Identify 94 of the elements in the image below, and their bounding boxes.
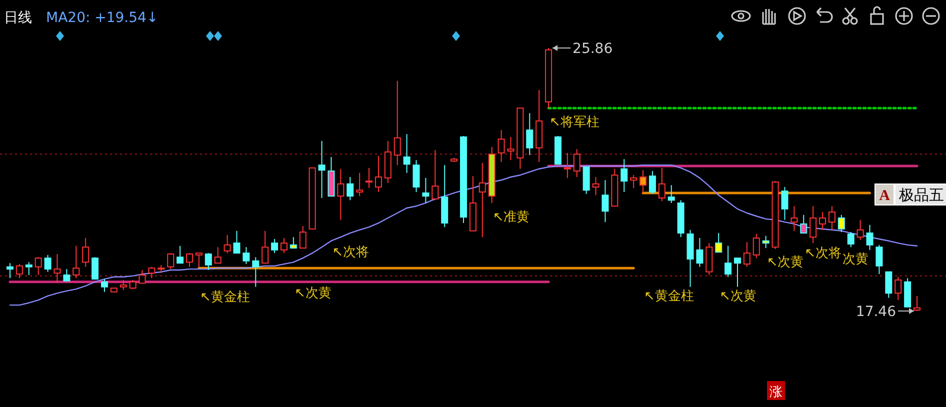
candlestick <box>167 252 174 270</box>
chart-subtitle: MA20: +19.54↓ <box>46 10 158 26</box>
candlestick <box>54 254 61 284</box>
candlestick <box>394 80 401 166</box>
candlestick <box>120 280 127 291</box>
candlestick <box>176 245 184 264</box>
candlestick <box>856 219 864 240</box>
text: ↖次将 <box>804 246 842 262</box>
candlestick <box>233 230 240 254</box>
annotation: 极品五 <box>898 186 944 204</box>
candlestick <box>790 206 798 232</box>
candlestick <box>280 238 288 254</box>
candlestick <box>403 134 410 174</box>
candlestick <box>648 170 656 194</box>
candlestick <box>752 233 760 259</box>
text: 次黄 <box>842 252 868 268</box>
candlestick <box>63 268 70 282</box>
candlestick <box>478 162 486 238</box>
candlestick <box>573 148 580 178</box>
candlestick <box>346 176 354 201</box>
text: ↖次黄 <box>294 286 332 302</box>
candlestick <box>866 224 874 250</box>
candlestick <box>658 167 666 202</box>
candlestick <box>640 170 647 194</box>
text: ↖准黄 <box>492 210 530 225</box>
text: ↖次黄 <box>720 289 756 304</box>
candlestick <box>129 280 136 290</box>
candlestick <box>34 256 42 276</box>
annotation: 25.86 <box>572 41 613 57</box>
candlestick <box>602 180 609 223</box>
candlestick <box>299 226 306 249</box>
candlestick <box>696 238 704 268</box>
candlestick <box>762 235 770 249</box>
candlestick <box>526 112 534 156</box>
candlestick <box>374 156 382 193</box>
candlestick <box>422 177 430 204</box>
candlestick <box>876 244 883 275</box>
candlestick <box>252 256 260 288</box>
candlestick <box>800 214 808 234</box>
candlestick <box>6 262 14 279</box>
candlestick <box>668 184 675 204</box>
candlestick <box>186 252 194 268</box>
candlestick <box>432 150 439 201</box>
text: 涨 <box>770 385 782 400</box>
text: ↖将军柱 <box>550 115 600 130</box>
candlestick <box>582 166 590 194</box>
candlestick <box>838 214 845 233</box>
annotation: A <box>879 188 890 204</box>
candlestick <box>715 232 722 253</box>
text: ↖次黄 <box>766 255 804 270</box>
candlestick <box>195 252 202 268</box>
candlestick <box>885 271 892 298</box>
text: ↖次将 <box>332 245 370 260</box>
candlestick <box>271 238 278 254</box>
candlestick <box>498 130 505 162</box>
text: ↖黄金柱 <box>644 288 694 304</box>
chart-title: 日线 <box>4 10 32 26</box>
candlestick <box>318 140 326 198</box>
candlestick <box>620 158 628 193</box>
candlestick <box>204 252 212 270</box>
candlestick <box>592 176 600 196</box>
candlestick <box>72 245 80 279</box>
candlestick <box>337 168 344 220</box>
candlestick <box>242 246 250 265</box>
candlestick <box>262 230 269 264</box>
candlestick <box>224 234 231 254</box>
candlestick <box>724 245 732 278</box>
candlestick <box>734 258 741 288</box>
candlestick <box>148 266 156 279</box>
candlestick <box>564 152 571 178</box>
candlestick <box>214 246 222 264</box>
candlestick <box>16 264 23 279</box>
candlestick <box>507 136 514 161</box>
candlestick <box>82 238 90 268</box>
candlestick <box>743 242 750 268</box>
candlestick <box>819 212 826 230</box>
candlestick <box>290 236 297 249</box>
text: ↖黄金柱 <box>200 290 250 305</box>
candlestick <box>894 276 902 301</box>
candlestick <box>828 206 836 230</box>
candlestick <box>100 278 108 292</box>
annotation: 17.46 <box>856 304 896 320</box>
candlestick <box>847 232 854 248</box>
candlestick <box>781 186 788 220</box>
candlestick <box>44 254 52 272</box>
candlestick <box>366 167 373 188</box>
candlestick <box>630 174 638 188</box>
candlestick <box>914 295 920 312</box>
candlestick <box>810 206 817 244</box>
candlestick <box>92 256 99 280</box>
candlestick <box>138 269 146 284</box>
candlestick <box>25 262 32 276</box>
candlestick <box>356 172 364 197</box>
candlestick <box>412 160 420 193</box>
